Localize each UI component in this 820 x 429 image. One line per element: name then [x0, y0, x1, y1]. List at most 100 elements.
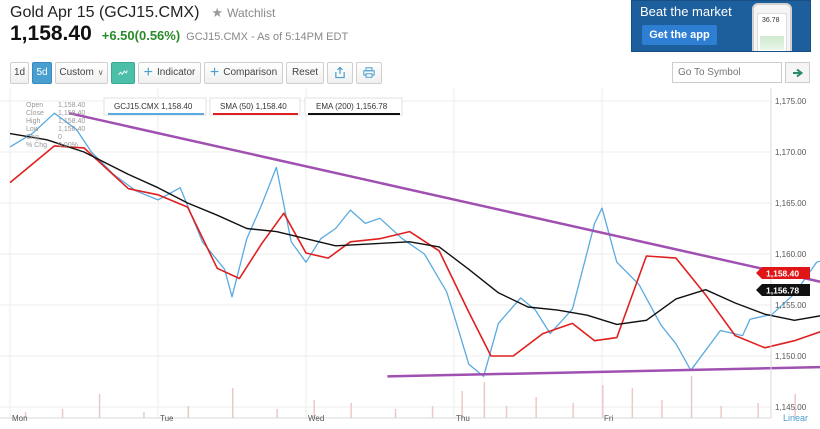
- y-tick-label: 1,165.00: [775, 199, 807, 208]
- volume-bar: [431, 406, 434, 418]
- custom-label: Custom: [59, 67, 94, 78]
- series-legend: GCJ15.CMX 1,158.40 SMA (50) 1,158.40 EMA…: [103, 97, 403, 116]
- legend-sma: SMA (50) 1,158.40: [220, 102, 287, 111]
- volume-bar: [690, 376, 693, 418]
- chart-type-button[interactable]: [111, 61, 135, 84]
- ema-badge: 1,156.78: [756, 284, 810, 296]
- get-app-button[interactable]: Get the app: [642, 25, 717, 45]
- x-tick-label: Wed: [308, 414, 324, 423]
- share-button[interactable]: [327, 61, 353, 84]
- volume-bar: [720, 406, 722, 418]
- watchlist-button[interactable]: ★ Watchlist: [211, 5, 275, 21]
- volume-bar: [794, 394, 796, 418]
- y-tick-label: 1,170.00: [775, 148, 807, 157]
- ohlc-value: 0: [58, 134, 62, 141]
- price-row: 1,158.40 +6.50(0.56%) GCJ15.CMX - As of …: [10, 22, 348, 48]
- phone-value: 36.78: [762, 17, 780, 24]
- as-of-text: GCJ15.CMX - As of 5:14PM EDT: [186, 31, 349, 43]
- y-tick-label: 1,175.00: [775, 97, 807, 106]
- title-row: Gold Apr 15 (GCJ15.CMX) ★ Watchlist: [10, 3, 275, 23]
- ohlc-label: Open: [26, 102, 43, 109]
- legend-price: GCJ15.CMX 1,158.40: [114, 102, 193, 111]
- volume-bar: [572, 403, 574, 418]
- y-tick-label: 1,160.00: [775, 250, 807, 259]
- share-icon: [335, 66, 345, 79]
- volume-bar: [461, 391, 463, 418]
- volume-bar: [187, 406, 190, 418]
- sma-line: [9, 145, 820, 357]
- volume-bar: [394, 409, 397, 418]
- chart-canvas[interactable]: 1,175.00 1,170.00 1,165.00 1,160.00 1,155.00…: [0, 88, 820, 429]
- chevron-down-icon: ∨: [97, 68, 104, 77]
- volume-bar: [350, 403, 352, 418]
- plus-icon: +: [209, 63, 220, 81]
- watchlist-label: Watchlist: [227, 6, 276, 20]
- ohlc-label: Chg: [26, 134, 39, 141]
- volume-bar: [602, 385, 604, 418]
- go-button[interactable]: [785, 62, 810, 83]
- price-line: [9, 112, 820, 378]
- phone-icon: 36.78: [752, 3, 792, 51]
- y-tick-label: 1,155.00: [775, 301, 807, 310]
- axes: 1,175.00 1,170.00 1,165.00 1,160.00 1,155.00…: [12, 97, 807, 423]
- ohlc-label: Low: [26, 126, 40, 133]
- custom-range-dropdown[interactable]: Custom ∨: [55, 61, 108, 84]
- plus-icon: +: [143, 63, 153, 81]
- legend-ema: EMA (200) 1,156.78: [316, 102, 388, 111]
- indicator-label: Indicator: [157, 67, 196, 78]
- price-chart[interactable]: 1,175.00 1,170.00 1,165.00 1,160.00 1,155.00…: [0, 88, 820, 429]
- volume-bar: [631, 388, 634, 418]
- trendline: [68, 111, 820, 283]
- x-tick-label: Mon: [12, 414, 28, 423]
- x-tick-label: Fri: [604, 414, 614, 423]
- ema-line: [9, 132, 820, 326]
- page-title: Gold Apr 15 (GCJ15.CMX): [10, 4, 200, 21]
- star-icon: ★: [211, 5, 224, 20]
- chart-toolbar: 1d 5d Custom ∨ + Indicator + Comparison …: [10, 61, 382, 84]
- volume-bar: [24, 412, 27, 418]
- ad-title: Beat the market: [640, 4, 732, 19]
- ema-badge-text: 1,156.78: [766, 286, 799, 296]
- volume-bar: [98, 394, 101, 418]
- volume-bar: [505, 406, 508, 418]
- ohlc-value: 0.00%: [58, 142, 78, 149]
- volume-bar: [483, 382, 486, 418]
- line-chart-icon: [118, 69, 128, 75]
- volume-bar: [143, 412, 145, 418]
- volume-bar: [661, 400, 663, 418]
- add-indicator-button[interactable]: + Indicator: [138, 61, 201, 84]
- volume-bar: [61, 409, 64, 418]
- ohlc-label: % Chg: [26, 142, 47, 149]
- y-tick-label: 1,150.00: [775, 352, 807, 361]
- print-icon: [363, 67, 375, 78]
- y-tick-label: 1,145.00: [775, 403, 807, 412]
- app-ad-banner[interactable]: Beat the market Get the app 36.78: [631, 0, 811, 52]
- volume-bar: [757, 403, 759, 418]
- range-1d-button[interactable]: 1d: [10, 61, 29, 84]
- comparison-label: Comparison: [223, 67, 278, 78]
- ohlc-value: 1,158.40: [58, 126, 85, 133]
- ohlc-value: 1,158.40: [58, 118, 85, 125]
- series-lines: [9, 111, 820, 378]
- ohlc-legend: Open 1,158.40 Close 1,158.40 High 1,158.40 Low…: [26, 102, 85, 149]
- add-comparison-button[interactable]: + Comparison: [204, 61, 283, 84]
- ohlc-label: High: [26, 118, 41, 125]
- x-tick-label: Thu: [456, 414, 470, 423]
- scale-toggle[interactable]: Linear: [783, 413, 808, 423]
- gridlines: [0, 88, 771, 419]
- ohlc-value: 1,158.40: [58, 102, 85, 109]
- x-tick-label: Tue: [160, 414, 174, 423]
- price-badge-text: 1,158.40: [766, 269, 799, 279]
- trendline: [387, 365, 820, 378]
- ohlc-value: 1,158.40: [58, 110, 85, 117]
- print-button[interactable]: [356, 61, 382, 84]
- range-5d-button[interactable]: 5d: [32, 61, 52, 84]
- reset-button[interactable]: Reset: [286, 61, 324, 84]
- symbol-search-input[interactable]: [672, 62, 782, 83]
- volume-bar: [313, 400, 315, 418]
- arrow-right-icon: [792, 68, 803, 77]
- volume-bar: [535, 397, 537, 418]
- price-badge: 1,158.40: [756, 267, 810, 279]
- ohlc-label: Close: [26, 110, 44, 117]
- volume-bar: [232, 388, 234, 418]
